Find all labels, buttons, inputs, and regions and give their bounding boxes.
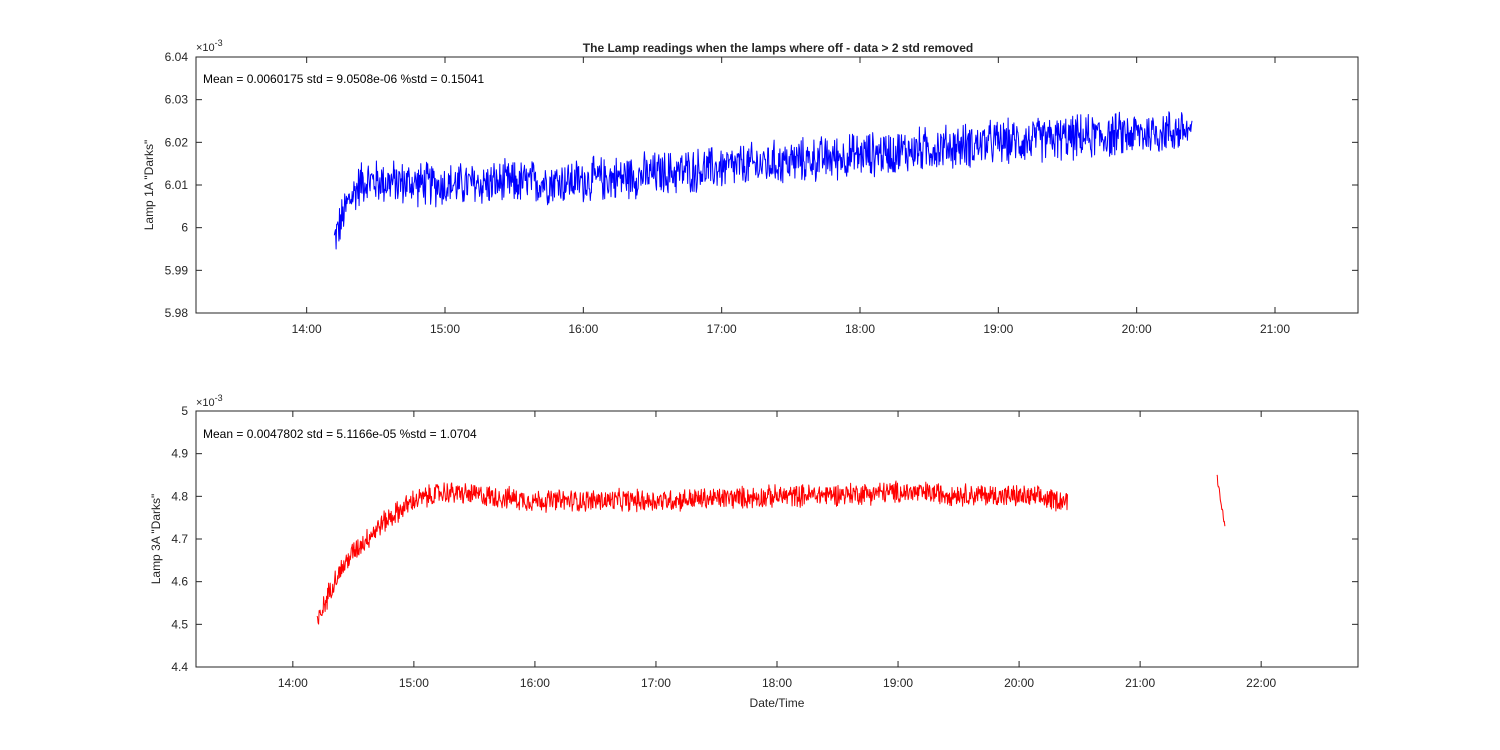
top-x-tick-label: 21:00 [1260, 322, 1290, 336]
bottom-stats-annotation: Mean = 0.0047802 std = 5.1166e-05 %std =… [203, 427, 477, 441]
bottom-x-tick-label: 17:00 [641, 676, 671, 690]
bottom-y-tick-label: 4.5 [171, 617, 188, 631]
bottom-series-line-1 [1216, 474, 1226, 527]
top-x-tick-label: 19:00 [983, 322, 1013, 336]
top-y-tick-label: 5.99 [165, 263, 189, 277]
top-x-tick-label: 14:00 [292, 322, 322, 336]
bottom-y-tick-label: 5 [181, 404, 188, 418]
top-series-group [333, 111, 1193, 250]
top-series-line-0 [333, 111, 1193, 250]
top-x-tick-label: 15:00 [430, 322, 460, 336]
bottom-y-ticks: 4.4 4.5 4.6 4.7 4.8 4.9 5 [171, 404, 1358, 674]
bottom-y-exponent: ×10-3 [196, 393, 223, 409]
top-x-tick-label: 16:00 [568, 322, 598, 336]
top-x-tick-label: 18:00 [845, 322, 875, 336]
bottom-series-line-0 [316, 480, 1068, 625]
top-x-tick-label: 20:00 [1122, 322, 1152, 336]
bottom-x-ticks: 14:00 15:00 16:00 17:00 18:00 19:00 20:00 21:00… [278, 411, 1277, 690]
top-y-axis-label: Lamp 1A "Darks" [142, 140, 156, 231]
top-y-exponent: ×10-3 [196, 38, 223, 54]
bottom-x-tick-label: 18:00 [762, 676, 792, 690]
bottom-plot-area [195, 410, 1359, 668]
bottom-y-axis-label: Lamp 3A "Darks" [149, 494, 163, 585]
bottom-y-tick-label: 4.6 [171, 575, 188, 589]
bottom-y-tick-label: 4.8 [171, 489, 188, 503]
bottom-x-tick-label: 15:00 [399, 676, 429, 690]
top-y-tick-label: 6.01 [165, 178, 189, 192]
top-x-tick-label: 17:00 [707, 322, 737, 336]
bottom-x-tick-label: 22:00 [1246, 676, 1276, 690]
top-y-tick-label: 6.02 [165, 135, 189, 149]
top-y-tick-label: 5.98 [165, 306, 189, 320]
top-x-ticks: 14:00 15:00 16:00 17:00 18:00 19:00 20:00 21:00 [292, 57, 1290, 336]
bottom-x-tick-label: 14:00 [278, 676, 308, 690]
bottom-x-tick-label: 20:00 [1004, 676, 1034, 690]
bottom-y-tick-label: 4.9 [171, 447, 188, 461]
chart-title: The Lamp readings when the lamps where o… [583, 41, 973, 55]
bottom-y-tick-label: 4.7 [171, 532, 188, 546]
top-axes: 5.98 5.99 6 6.01 6.02 6.03 6.04 14:00 15:00 16:0… [142, 38, 1359, 336]
bottom-series-group [316, 474, 1226, 625]
bottom-y-tick-label: 4.4 [171, 660, 188, 674]
top-y-tick-label: 6.03 [165, 93, 189, 107]
bottom-axes: 4.4 4.5 4.6 4.7 4.8 4.9 5 14:00 15:00 16:00 17:00… [149, 393, 1359, 710]
bottom-x-axis-label: Date/Time [750, 696, 805, 710]
top-y-tick-label: 6 [181, 221, 188, 235]
top-y-tick-label: 6.04 [165, 50, 189, 64]
bottom-x-tick-label: 19:00 [883, 676, 913, 690]
top-stats-annotation: Mean = 0.0060175 std = 9.0508e-06 %std =… [203, 72, 485, 86]
bottom-x-tick-label: 21:00 [1125, 676, 1155, 690]
bottom-x-tick-label: 16:00 [520, 676, 550, 690]
top-y-ticks: 5.98 5.99 6 6.01 6.02 6.03 6.04 [165, 50, 1358, 320]
